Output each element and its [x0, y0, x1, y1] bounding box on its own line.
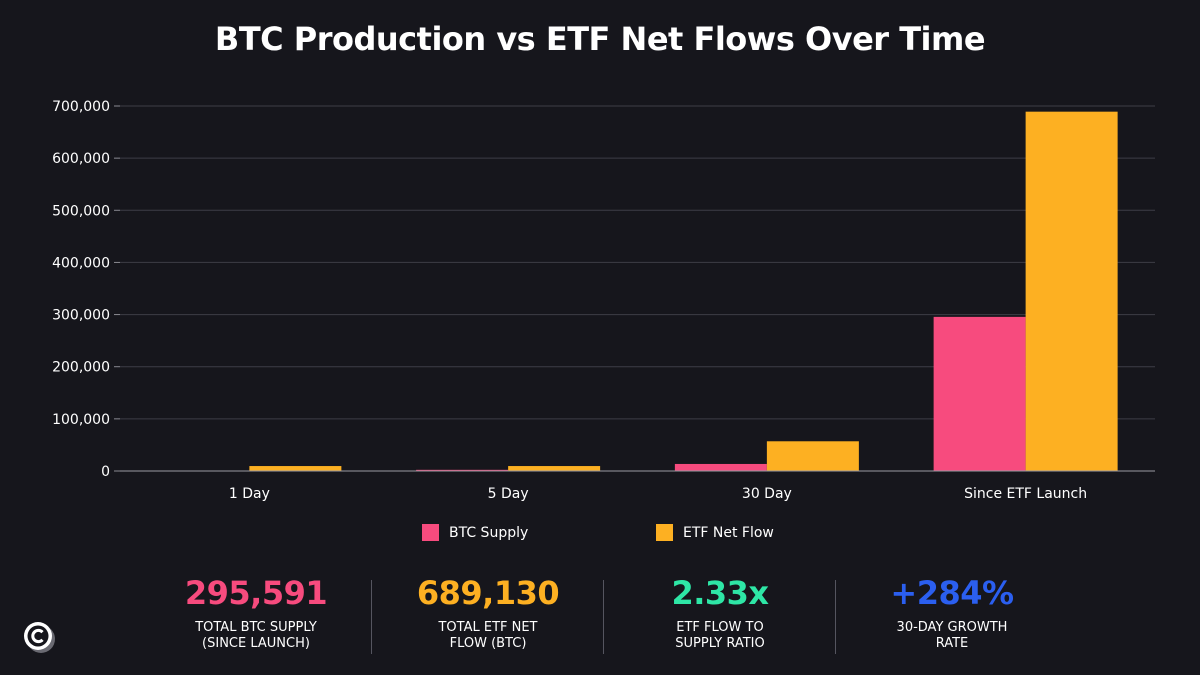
stat-label-line: TOTAL ETF NET — [438, 620, 538, 635]
stat-value: 295,591 — [184, 574, 328, 612]
stat-label-line: TOTAL BTC SUPPLY — [195, 620, 317, 635]
bar-btc-supply — [416, 469, 509, 471]
legend-label-etf-net-flow: ETF Net Flow — [683, 524, 774, 541]
legend: BTC Supply ETF Net Flow — [0, 524, 1200, 546]
x-tick-label: 30 Day — [742, 486, 792, 502]
chart-title: BTC Production vs ETF Net Flows Over Tim… — [214, 20, 986, 58]
stat-label-line: FLOW (BTC) — [449, 636, 527, 651]
bar-etf-net-flow — [1025, 111, 1118, 471]
grid-lines — [114, 105, 1155, 472]
stat-value: 689,130 — [416, 574, 560, 612]
stat-value: 2.33x — [671, 574, 769, 612]
stat-30-day-growth-rate: +284% 30-DAY GROWTH RATE — [836, 574, 1068, 652]
copyright-c-logo-icon — [24, 622, 55, 653]
stat-etf-flow-to-supply-ratio: 2.33x ETF FLOW TO SUPPLY RATIO — [604, 574, 836, 652]
stat-label-line: (SINCE LAUNCH) — [202, 636, 310, 651]
y-tick-label: 200,000 — [52, 360, 110, 376]
stat-divider — [603, 580, 604, 654]
stat-value: +284% — [890, 574, 1014, 612]
legend-item-btc-supply: BTC Supply — [422, 524, 528, 541]
bars — [157, 111, 1118, 471]
summary-stats: 295,591 TOTAL BTC SUPPLY (SINCE LAUNCH) … — [140, 574, 1070, 654]
x-axis-tick-labels: 1 Day 5 Day 30 Day Since ETF Launch — [229, 486, 1087, 502]
y-tick-label: 400,000 — [52, 255, 110, 271]
y-tick-label: 600,000 — [52, 151, 110, 167]
stat-total-btc-supply: 295,591 TOTAL BTC SUPPLY (SINCE LAUNCH) — [140, 574, 372, 652]
stat-label: ETF FLOW TO SUPPLY RATIO — [604, 620, 836, 652]
bar-btc-supply — [674, 463, 767, 471]
stat-label: 30-DAY GROWTH RATE — [836, 620, 1068, 652]
stat-label-line: ETF FLOW TO — [676, 620, 764, 635]
y-tick-label: 700,000 — [52, 99, 110, 115]
stat-label-line: SUPPLY RATIO — [675, 636, 765, 651]
stat-label-line: 30-DAY GROWTH — [896, 620, 1008, 635]
y-tick-label: 100,000 — [52, 412, 110, 428]
x-tick-label: 1 Day — [229, 486, 270, 502]
x-tick-label: 5 Day — [488, 486, 529, 502]
bar-chart: 0 100,000 200,000 300,000 400,000 500,000 600,… — [52, 99, 1155, 502]
y-axis-tick-labels: 0 100,000 200,000 300,000 400,000 500,000 600,… — [52, 99, 110, 480]
stat-total-etf-net-flow: 689,130 TOTAL ETF NET FLOW (BTC) — [372, 574, 604, 652]
y-tick-label: 500,000 — [52, 203, 110, 219]
stat-divider — [371, 580, 372, 654]
legend-label-btc-supply: BTC Supply — [449, 524, 529, 541]
stat-divider — [835, 580, 836, 654]
stat-label-line: RATE — [935, 636, 969, 651]
stat-label: TOTAL BTC SUPPLY (SINCE LAUNCH) — [140, 620, 372, 652]
bar-etf-net-flow — [508, 466, 601, 471]
bar-etf-net-flow — [249, 466, 342, 471]
legend-swatch-etf-net-flow — [656, 524, 673, 541]
bar-etf-net-flow — [766, 441, 859, 471]
legend-item-etf-net-flow: ETF Net Flow — [656, 524, 774, 541]
x-tick-label: Since ETF Launch — [964, 486, 1087, 502]
legend-swatch-btc-supply — [422, 524, 439, 541]
y-tick-label: 300,000 — [52, 308, 110, 324]
bar-btc-supply — [933, 316, 1026, 471]
y-tick-label: 0 — [101, 464, 110, 480]
stat-label: TOTAL ETF NET FLOW (BTC) — [372, 620, 604, 652]
